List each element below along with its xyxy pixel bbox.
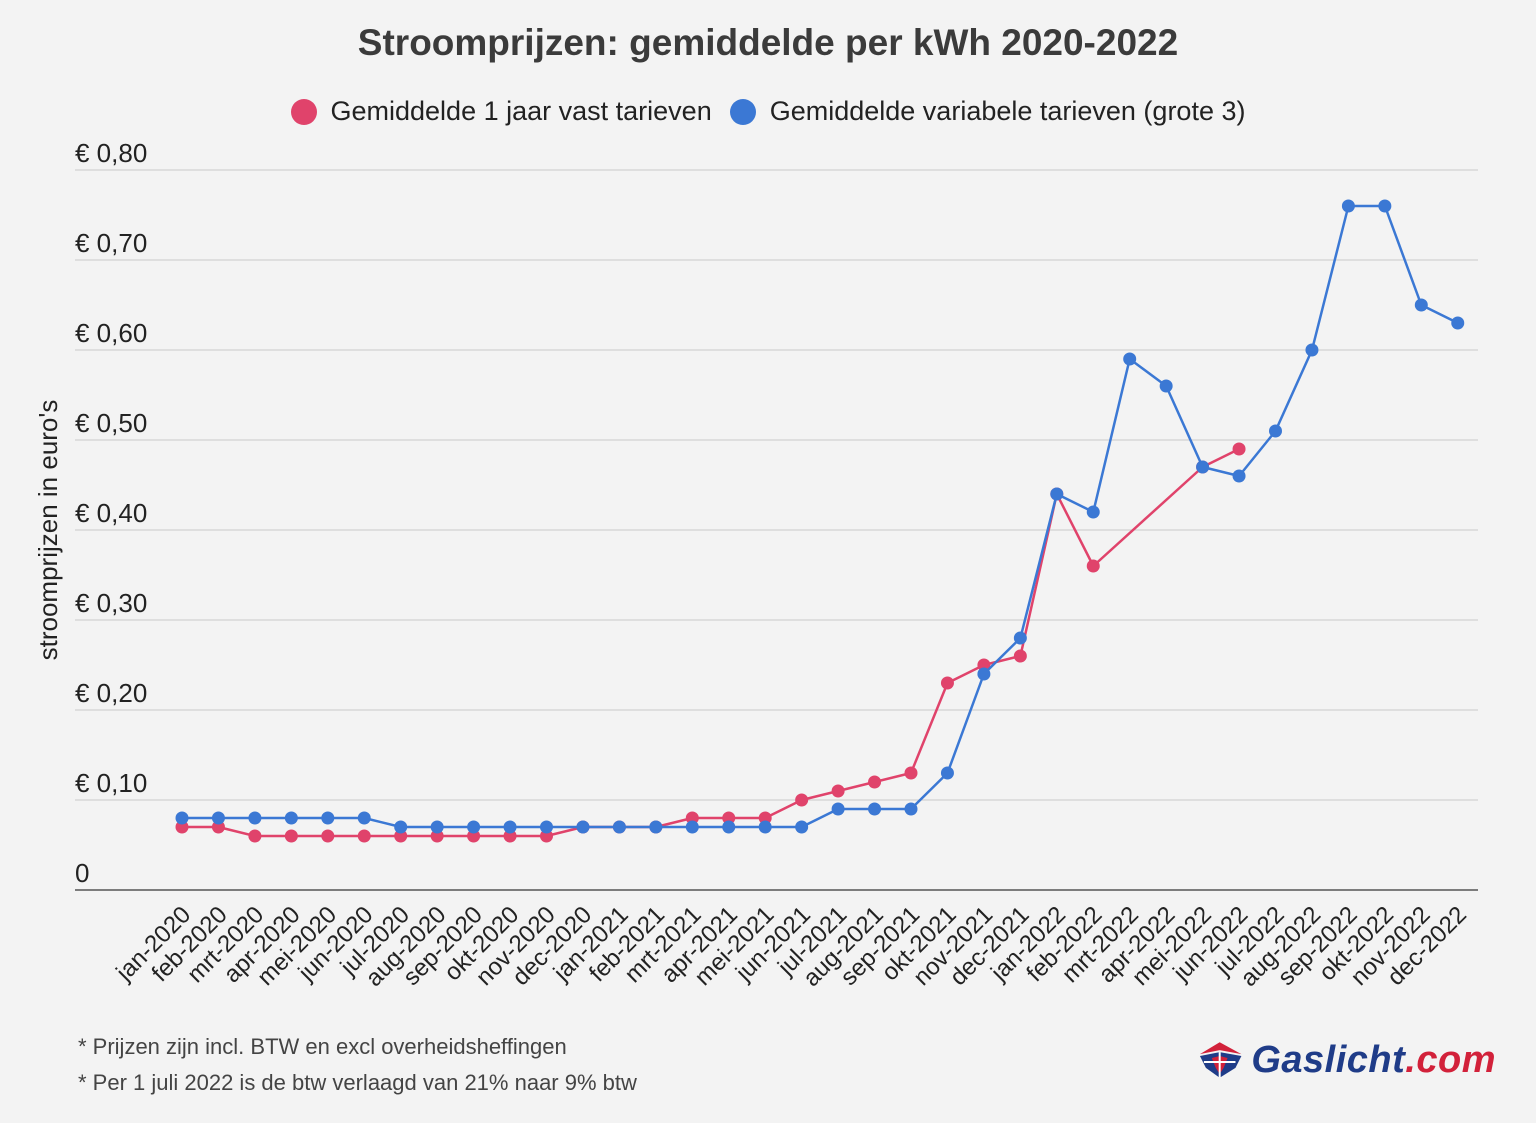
data-point-0 (467, 829, 481, 843)
data-point-0 (685, 811, 699, 825)
data-point-1 (211, 811, 225, 825)
gaslicht-logo-icon (1199, 1042, 1242, 1078)
data-point-1 (357, 811, 371, 825)
data-point-0 (540, 829, 553, 843)
data-point-0 (977, 658, 991, 672)
legend-marker-vast (290, 98, 317, 125)
y-axis-label: stroomprijzen in euro's (33, 400, 63, 661)
data-point-0 (758, 811, 772, 825)
series-line-0 (182, 447, 1240, 838)
data-point-1 (1086, 505, 1100, 519)
data-point-0 (248, 829, 262, 843)
data-point-1 (248, 811, 262, 825)
data-point-1 (430, 820, 444, 834)
data-point-1 (1232, 469, 1246, 483)
data-point-1 (612, 820, 626, 834)
data-point-1 (685, 820, 699, 834)
data-point-1 (284, 811, 298, 825)
data-point-1 (540, 820, 553, 834)
data-point-1 (758, 820, 772, 834)
y-tick-label: € 0,70 (75, 228, 147, 258)
y-tick-label: 0 (75, 858, 89, 888)
data-point-1 (1013, 631, 1027, 645)
data-point-1 (175, 811, 189, 825)
data-point-0 (175, 820, 189, 834)
data-point-0 (1013, 649, 1027, 663)
data-point-0 (394, 829, 408, 843)
legend-marker-variabel (729, 98, 756, 125)
chart-title: Stroomprijzen: gemiddelde per kWh 2020-2… (357, 22, 1179, 63)
y-tick-label: € 0,10 (75, 768, 147, 798)
y-tick-label: € 0,20 (75, 678, 147, 708)
legend-label-variabel: Gemiddelde variabele tarieven (grote 3) (769, 96, 1246, 126)
data-point-1 (940, 766, 954, 780)
legend-label-vast: Gemiddelde 1 jaar vast tarieven (330, 96, 712, 126)
chart-legend: Gemiddelde 1 jaar vast tarieven Gemiddel… (0, 96, 1536, 127)
data-point-1 (1123, 352, 1137, 366)
footnote-btw-incl: * Prijzen zijn incl. BTW en excl overhei… (78, 1034, 567, 1059)
data-point-1 (1050, 487, 1064, 501)
data-point-1 (467, 820, 481, 834)
data-point-1 (1196, 460, 1210, 474)
gaslicht-logo-text: Gaslicht.com (1251, 1038, 1496, 1081)
data-point-1 (1269, 424, 1282, 438)
data-point-1 (722, 820, 736, 834)
data-point-1 (904, 802, 918, 816)
data-point-1 (1451, 316, 1465, 330)
data-point-1 (576, 820, 590, 834)
data-point-0 (321, 829, 335, 843)
data-point-1 (649, 820, 663, 834)
data-point-0 (1086, 559, 1100, 573)
data-point-1 (977, 667, 991, 681)
series-line-1 (182, 204, 1459, 829)
y-tick-label: € 0,80 (75, 138, 147, 168)
data-point-1 (831, 802, 845, 816)
data-point-0 (722, 811, 736, 825)
y-tick-label: € 0,40 (75, 498, 147, 528)
data-point-1 (1378, 199, 1392, 213)
y-tick-label: € 0,50 (75, 408, 147, 438)
data-point-0 (940, 676, 954, 690)
data-point-0 (795, 793, 809, 807)
data-point-1 (795, 820, 809, 834)
data-point-1 (868, 802, 882, 816)
footnote-btw-verlaagd: * Per 1 juli 2022 is de btw verlaagd van… (78, 1070, 637, 1095)
data-point-1 (503, 820, 517, 834)
data-point-0 (831, 784, 845, 798)
data-point-1 (321, 811, 335, 825)
legend-item-variabel: Gemiddelde variabele tarieven (grote 3) (729, 96, 1246, 127)
data-point-1 (1341, 199, 1355, 213)
data-point-1 (1305, 343, 1319, 357)
data-point-1 (1159, 379, 1173, 393)
data-point-0 (211, 820, 225, 834)
data-point-0 (904, 766, 918, 780)
y-tick-label: € 0,60 (75, 318, 147, 348)
data-point-0 (284, 829, 298, 843)
data-point-0 (503, 829, 517, 843)
data-point-0 (430, 829, 444, 843)
legend-item-vast: Gemiddelde 1 jaar vast tarieven (290, 96, 712, 127)
data-point-1 (394, 820, 408, 834)
y-tick-label: € 0,30 (75, 588, 147, 618)
data-point-1 (1414, 298, 1428, 312)
data-point-0 (357, 829, 371, 843)
data-point-0 (868, 775, 882, 789)
gaslicht-logo[interactable]: Gaslicht.com (1196, 1035, 1496, 1085)
data-point-0 (1232, 442, 1246, 456)
